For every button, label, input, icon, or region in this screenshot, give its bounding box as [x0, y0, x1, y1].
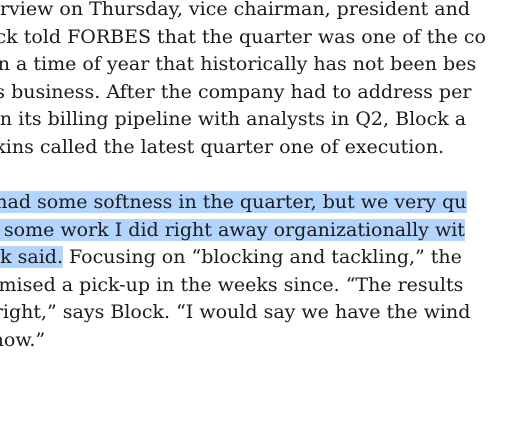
article-paragraph-1: verview on Thursday, vice chairman, pres… — [0, 0, 530, 161]
selected-text[interactable]: th some work I did right away organizati… — [0, 218, 465, 241]
text-line: e’s business. After the company had to a… — [0, 80, 472, 103]
text-line: t now.” — [0, 328, 46, 351]
text-line: ock said. Focusing on “blocking and tack… — [0, 244, 530, 272]
article-body: verview on Thursday, vice chairman, pres… — [0, 0, 530, 354]
text-line: lock told FORBES that the quarter was on… — [0, 25, 486, 48]
text-line: romised a pick-up in the weeks since. “T… — [0, 273, 464, 296]
selected-text[interactable]: e had some softness in the quarter, but … — [0, 191, 467, 213]
text-line: wkins called the latest quarter one of e… — [0, 135, 445, 158]
text-line: e had some softness in the quarter, but … — [0, 189, 530, 217]
text-line: t in a time of year that historically ha… — [0, 53, 477, 75]
text-line: s right,” says Block. “I would say we ha… — [0, 301, 471, 323]
text-line: s in its billing pipeline with analysts … — [0, 108, 467, 130]
text-line: verview on Thursday, vice chairman, pres… — [0, 0, 471, 20]
unselected-text: Focusing on “blocking and tackling,” the — [63, 246, 462, 268]
article-paragraph-2: e had some softness in the quarter, but … — [0, 189, 530, 354]
selected-text[interactable]: ock said. — [0, 246, 63, 268]
text-line: th some work I did right away organizati… — [0, 217, 530, 245]
